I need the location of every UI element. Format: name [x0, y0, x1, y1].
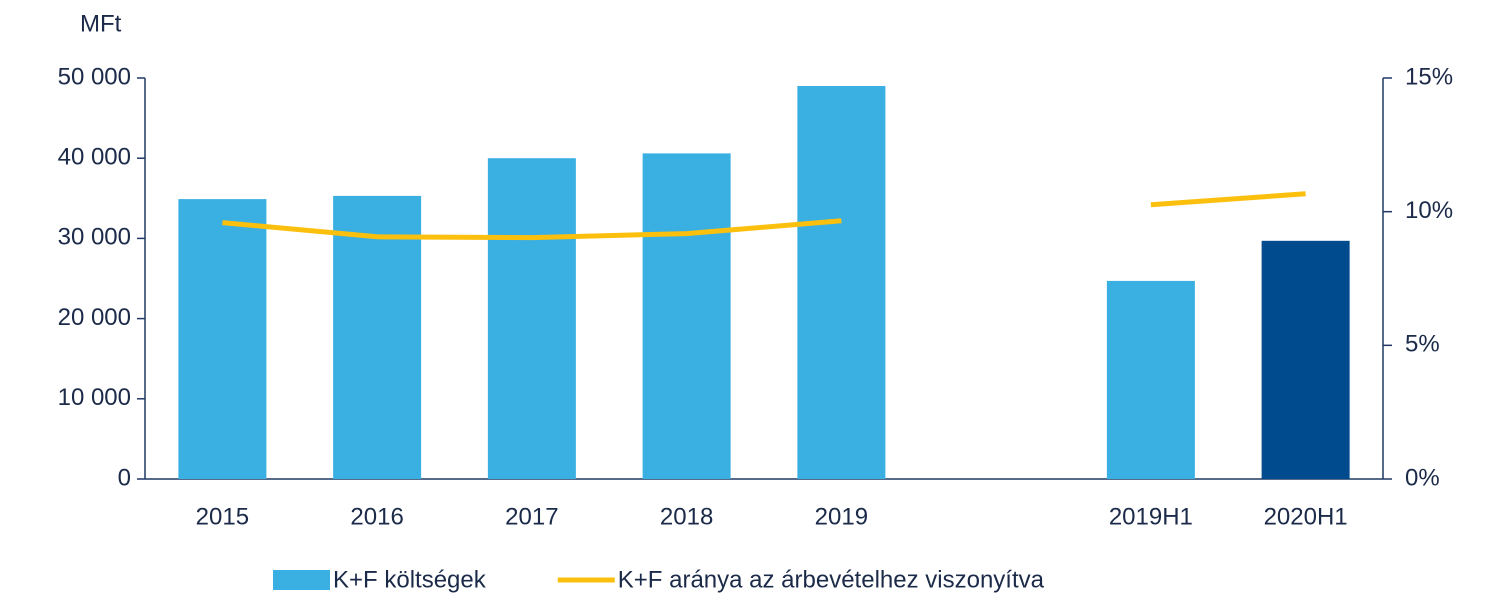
x-tick-label: 2015	[196, 503, 249, 530]
line	[222, 191, 1306, 241]
bar	[487, 158, 576, 479]
bar	[333, 195, 422, 480]
y-axis-label: MFt	[80, 10, 122, 37]
y2-tick-label: 0%	[1405, 464, 1440, 491]
bar	[1261, 240, 1350, 479]
y-tick-label: 50 000	[58, 63, 131, 90]
y2-tick-label: 15%	[1405, 63, 1453, 90]
bar	[178, 199, 267, 480]
y-tick-label: 0	[118, 464, 131, 491]
x-tick-label: 2019H1	[1109, 503, 1193, 530]
bar	[642, 153, 731, 479]
bar	[797, 86, 886, 480]
y2-tick-label: 10%	[1405, 197, 1453, 224]
x-tick-label: 2016	[350, 503, 403, 530]
legend-label: K+F aránya az árbevételhez viszonyítva	[618, 566, 1045, 593]
y-tick-label: 40 000	[58, 144, 131, 171]
x-tick-label: 2020H1	[1264, 503, 1348, 530]
x-tick-label: 2019	[815, 503, 868, 530]
legend-swatch	[273, 570, 330, 590]
x-tick-label: 2018	[660, 503, 713, 530]
y2-tick-label: 5%	[1405, 331, 1440, 358]
y-tick-label: 30 000	[58, 224, 131, 251]
y-tick-label: 20 000	[58, 304, 131, 331]
y-tick-label: 10 000	[58, 384, 131, 411]
bar	[1106, 280, 1195, 479]
x-tick-label: 2017	[505, 503, 558, 530]
legend-label: K+F költségek	[333, 566, 487, 593]
